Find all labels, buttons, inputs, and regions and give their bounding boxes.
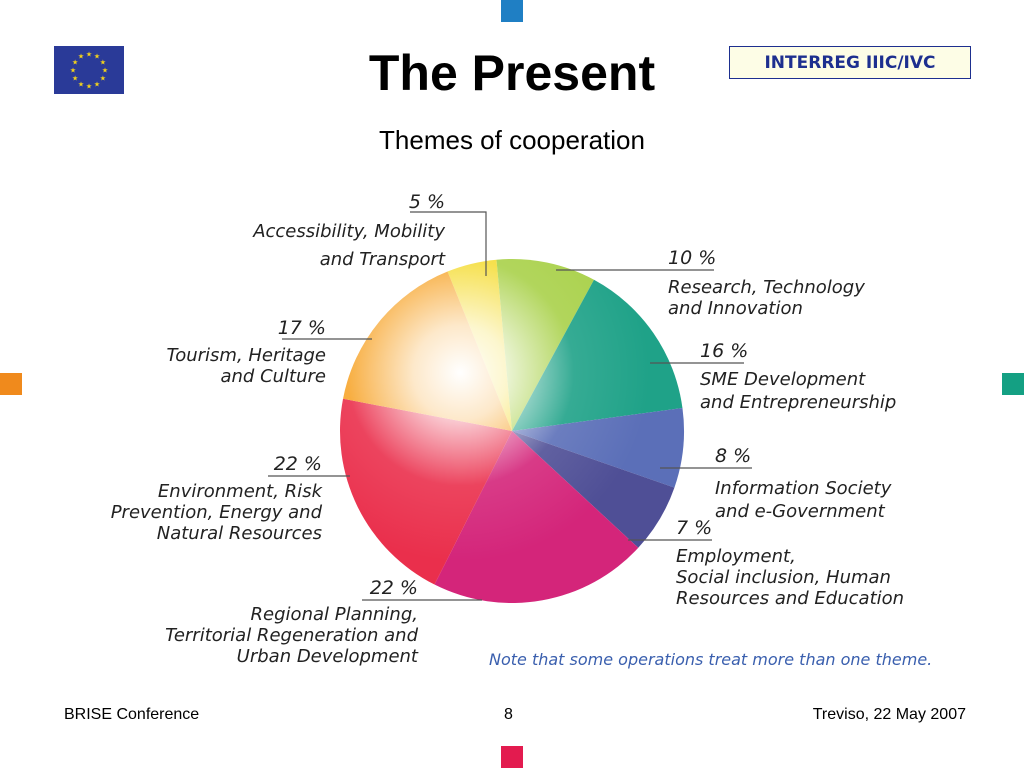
slice-category-label: Employment, Social inclusion, Human Resour…	[676, 546, 904, 609]
slice-percent-label: 7 %	[676, 517, 712, 539]
slice-category-label: Regional Planning, Territorial Regenerati…	[165, 604, 419, 667]
slice-category-label: Accessibility, Mobility and Transport	[252, 221, 446, 270]
accent-square-top	[501, 0, 523, 22]
slice-percent-label: 22 %	[370, 577, 418, 599]
eu-flag-icon: ★ ★★★★★★★★★★★	[54, 46, 124, 94]
slice-category-label: Environment, Risk Prevention, Energy and N…	[111, 481, 324, 544]
eu-star-icon: ★	[94, 80, 100, 88]
slice-percent-label: 22 %	[274, 453, 322, 475]
eu-star-icon: ★	[72, 75, 78, 83]
pie-chart: 5 % Accessibility, Mobility and Transport 1…	[111, 191, 933, 669]
page-title: The Present	[368, 45, 656, 101]
accent-square-left	[0, 373, 22, 395]
slice-percent-label: 8 %	[715, 445, 751, 467]
eu-star-icon: ★	[78, 53, 84, 61]
leader-line	[410, 211, 487, 276]
footer-page-number: 8	[504, 706, 513, 723]
footer-left: BRISE Conference	[64, 706, 200, 723]
accent-square-right	[1002, 373, 1024, 395]
eu-star-icon: ★	[100, 75, 106, 83]
accent-square-bottom	[501, 746, 523, 768]
slice-category-label: Research, Technology and Innovation	[668, 277, 865, 319]
slice-percent-label: 10 %	[668, 247, 716, 269]
page-subtitle: Themes of cooperation	[379, 125, 645, 155]
slice-category-label: Information Society and e-Government	[715, 478, 892, 522]
slice-percent-label: 16 %	[700, 340, 748, 362]
slice-percent-label: 5 %	[409, 191, 445, 213]
chart-note: Note that some operations treat more tha…	[489, 650, 932, 669]
pie-highlight	[340, 259, 684, 603]
program-badge: INTERREG IIIC/IVC	[729, 46, 971, 79]
slice-category-label: Tourism, Heritage and Culture	[166, 345, 326, 387]
eu-star-icon: ★	[94, 53, 100, 61]
eu-star-icon: ★	[78, 80, 84, 88]
slice-category-label: SME Development and Entrepreneurship	[700, 369, 896, 413]
eu-star-icon: ★	[100, 59, 106, 67]
eu-star-icon: ★	[86, 83, 92, 91]
eu-star-icon: ★	[86, 51, 92, 59]
eu-star-icon: ★	[102, 67, 108, 75]
slice-percent-label: 17 %	[278, 317, 326, 339]
footer-right: Treviso, 22 May 2007	[812, 706, 966, 723]
eu-star-icon: ★	[70, 67, 76, 75]
eu-star-icon: ★	[72, 59, 78, 67]
